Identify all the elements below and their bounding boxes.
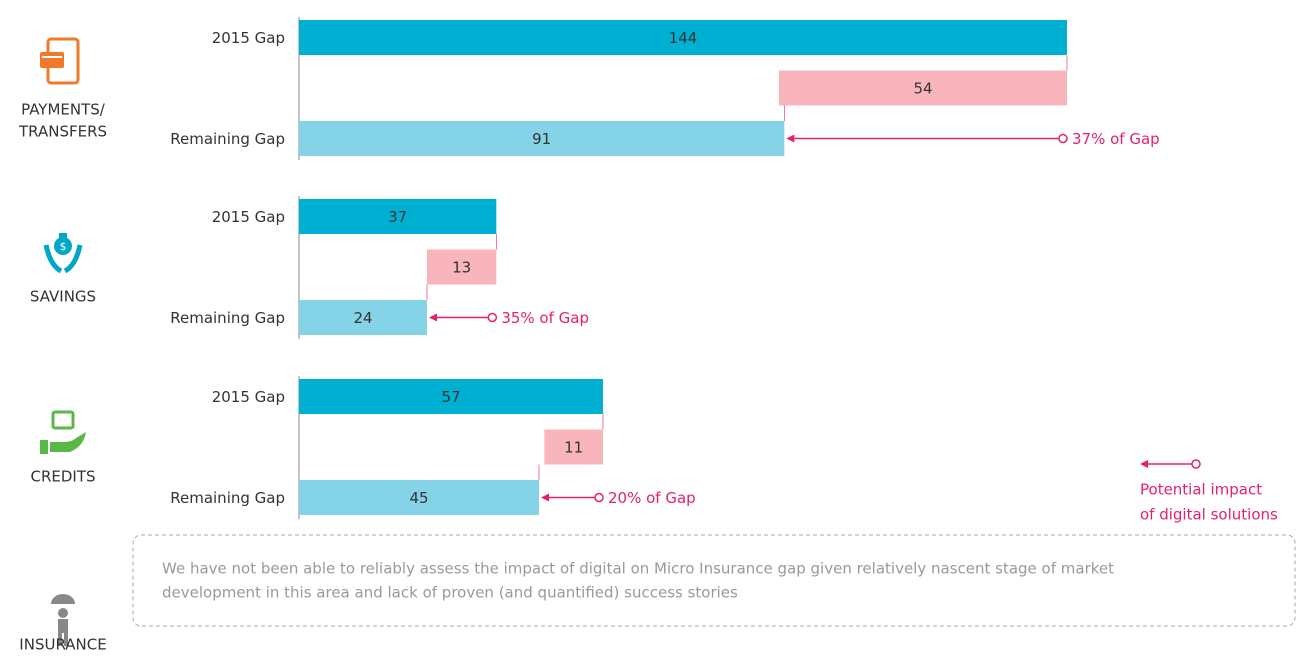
legend-text: of digital solutions xyxy=(1140,506,1278,524)
arrow-tail xyxy=(487,312,498,323)
bar xyxy=(299,300,427,335)
svg-text:$: $ xyxy=(60,240,67,253)
bar xyxy=(299,480,539,515)
group-title: PAYMENTS/ xyxy=(21,101,106,119)
bar xyxy=(299,379,603,414)
arrow-head xyxy=(541,493,549,502)
value-label: 11 xyxy=(564,439,583,457)
impact-label: 37% of Gap xyxy=(1072,130,1160,148)
category-label: 2015 Gap xyxy=(212,29,285,47)
credits-icon xyxy=(40,410,86,454)
value-label: 45 xyxy=(409,489,428,507)
arrow-tail xyxy=(1058,133,1068,144)
category-label: Remaining Gap xyxy=(170,489,285,507)
group-title: SAVINGS xyxy=(30,288,96,306)
note-line: development in this area and lack of pro… xyxy=(162,584,738,602)
group-title: TRANSFERS xyxy=(18,123,107,141)
bar xyxy=(299,199,497,234)
bar xyxy=(779,70,1067,106)
group-title: CREDITS xyxy=(30,468,95,486)
arrow-tail xyxy=(1191,459,1201,469)
value-label: 144 xyxy=(669,29,698,47)
note-box xyxy=(132,534,1296,627)
category-label: 2015 Gap xyxy=(212,208,285,226)
impact-label: 20% of Gap xyxy=(608,489,696,507)
insurance-icon xyxy=(51,594,75,646)
arrow-head xyxy=(1140,460,1148,468)
arrow-head xyxy=(786,134,795,143)
legend-arrow xyxy=(1140,459,1201,469)
category-label: Remaining Gap xyxy=(170,309,285,327)
value-label: 13 xyxy=(452,259,471,277)
bar xyxy=(299,20,1067,55)
payments-icon xyxy=(40,37,80,85)
note-line: We have not been able to reliably assess… xyxy=(162,560,1114,578)
value-label: 24 xyxy=(353,309,372,327)
value-label: 57 xyxy=(441,388,460,406)
value-label: 37 xyxy=(388,208,407,226)
impact-label: 35% of Gap xyxy=(501,309,589,327)
arrow-tail xyxy=(594,492,604,503)
legend-text: Potential impact xyxy=(1140,481,1262,499)
bar xyxy=(299,121,785,156)
value-label: 54 xyxy=(913,80,932,98)
category-label: Remaining Gap xyxy=(170,130,285,148)
arrow-head xyxy=(429,313,437,322)
insurance-title: INSURANCE xyxy=(19,636,106,654)
bar xyxy=(544,429,603,465)
bar xyxy=(427,249,497,285)
savings-icon: $ xyxy=(43,233,83,274)
category-label: 2015 Gap xyxy=(212,388,285,406)
value-label: 91 xyxy=(532,130,551,148)
